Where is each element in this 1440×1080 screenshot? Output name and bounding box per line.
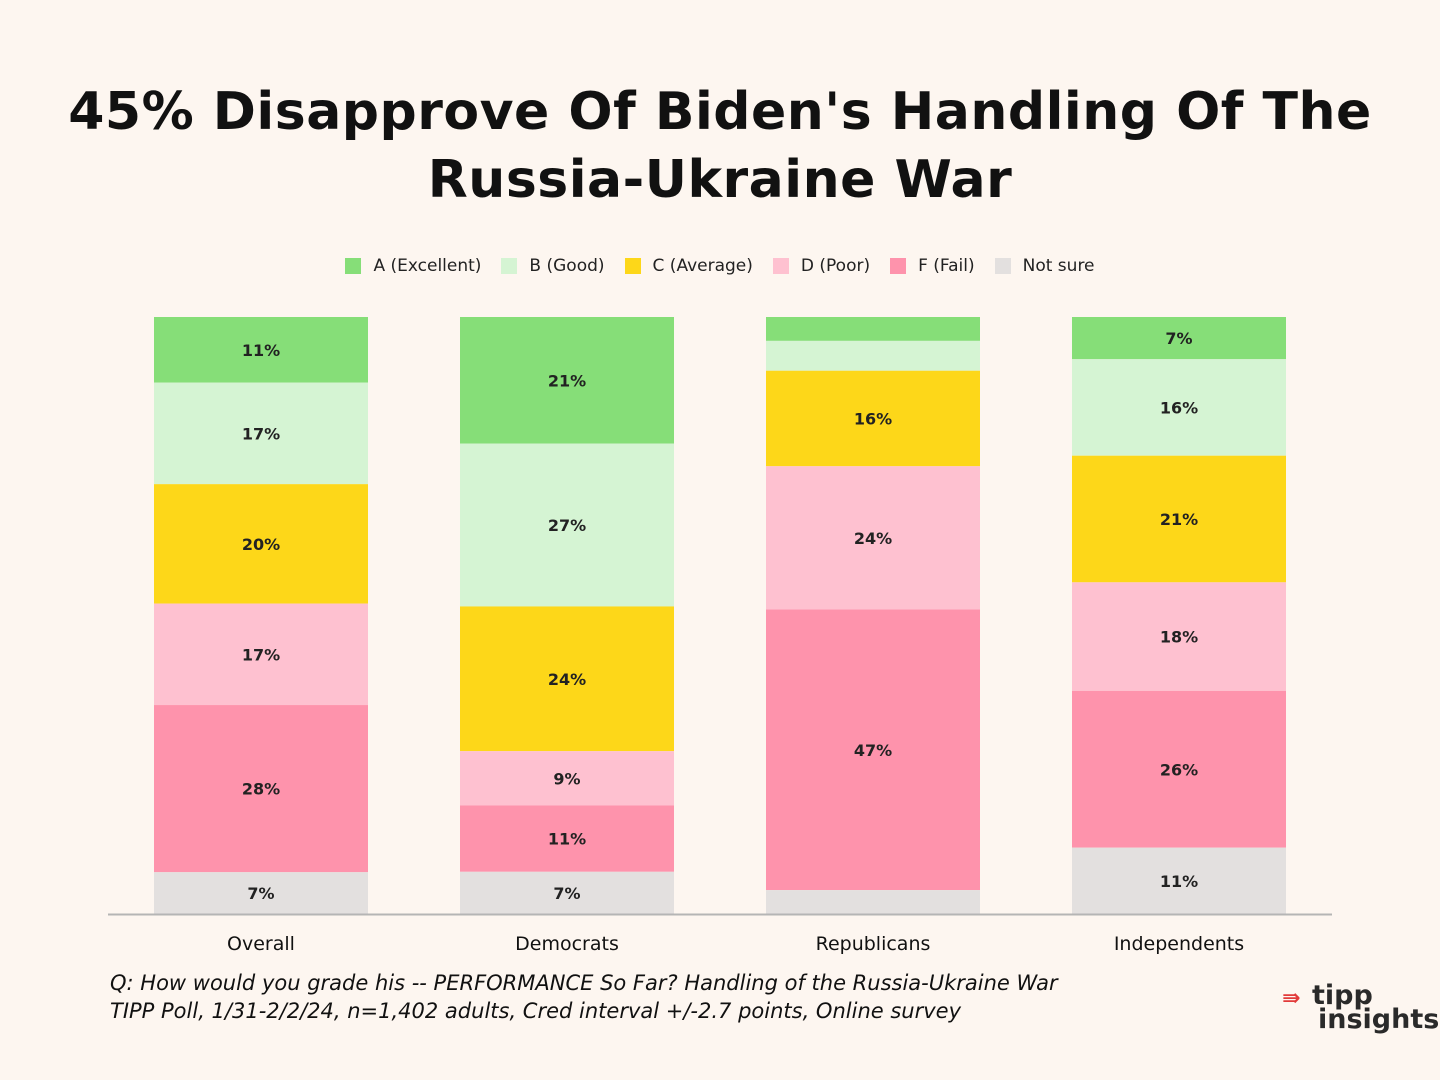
- bar-segment-3-1: [1072, 359, 1286, 456]
- bar-segment-3-0: [1072, 317, 1286, 360]
- bar-segment-3-3: [1072, 582, 1286, 691]
- data-label-3-3: 18%: [1160, 628, 1198, 647]
- legend-item-5: Not sure: [994, 256, 1095, 276]
- bar-segment-3-4: [1072, 690, 1286, 848]
- legend-label-3: D (Poor): [800, 256, 871, 276]
- bar-segment-0-3: [154, 603, 368, 706]
- bar-segment-0-5: [154, 872, 368, 914]
- legend-item-4: F (Fail): [890, 256, 975, 276]
- data-label-0-2: 20%: [242, 535, 280, 554]
- bar-segment-1-0: [460, 317, 674, 444]
- data-label-1-1: 27%: [548, 516, 586, 535]
- data-label-3-4: 26%: [1160, 760, 1198, 779]
- data-label-2-2: 16%: [854, 409, 892, 428]
- data-label-1-4: 11%: [548, 830, 586, 849]
- data-label-0-0: 11%: [242, 341, 280, 360]
- chart-title-line-1: 45% Disapprove Of Biden's Handling Of Th…: [68, 82, 1372, 142]
- data-label-3-5: 11%: [1160, 872, 1198, 891]
- category-label-2: Republicans: [816, 933, 931, 955]
- data-label-0-5: 7%: [247, 884, 274, 903]
- legend-label-5: Not sure: [1022, 256, 1095, 276]
- data-label-0-3: 17%: [242, 645, 280, 664]
- legend-swatch-4: [890, 258, 907, 274]
- legend-item-3: D (Poor): [772, 256, 871, 276]
- data-label-1-0: 21%: [548, 371, 586, 390]
- bar-segment-2-1: [766, 340, 980, 371]
- bar-segment-0-4: [154, 705, 368, 873]
- legend-swatch-5: [994, 258, 1011, 274]
- footnote-source: TIPP Poll, 1/31-2/2/24, n=1,402 adults, …: [110, 999, 962, 1023]
- bar-segment-2-2: [766, 370, 980, 467]
- data-label-3-0: 7%: [1165, 329, 1192, 348]
- data-label-1-2: 24%: [548, 670, 586, 689]
- bar-segment-1-5: [460, 871, 674, 914]
- logo-wordmark-top: tipp: [1312, 980, 1373, 1011]
- chart-title-line-2: Russia-Ukraine War: [427, 150, 1013, 210]
- legend-swatch-0: [345, 258, 362, 274]
- bar-segment-1-1: [460, 443, 674, 607]
- legend-item-0: A (Excellent): [345, 256, 481, 276]
- bar-segment-0-2: [154, 484, 368, 604]
- bar-segment-1-3: [460, 751, 674, 806]
- footnote-question: Q: How would you grade his -- PERFORMANC…: [110, 971, 1058, 995]
- bar-segment-1-4: [460, 805, 674, 872]
- bar-segment-3-2: [1072, 455, 1286, 583]
- data-label-2-3: 24%: [854, 529, 892, 548]
- bar-segment-2-0: [766, 317, 980, 341]
- bar-segment-0-1: [154, 382, 368, 485]
- chart-legend: A (Excellent) B (Good) C (Average) D (Poor)…: [0, 256, 1440, 276]
- category-label-0: Overall: [227, 933, 295, 955]
- bar-segment-2-5: [766, 890, 980, 914]
- data-label-1-3: 9%: [553, 769, 580, 788]
- data-label-0-4: 28%: [242, 780, 280, 799]
- legend-item-1: B (Good): [501, 256, 605, 276]
- data-label-3-1: 16%: [1160, 398, 1198, 417]
- legend-swatch-1: [501, 258, 518, 274]
- logo-arrow-icon: ⇛: [1282, 986, 1301, 1011]
- logo-wordmark-bottom: insights: [1318, 1004, 1440, 1035]
- tipp-insights-logo: ⇛ tipp insights: [1282, 980, 1439, 1040]
- bar-segment-0-0: [154, 317, 368, 383]
- data-label-3-2: 21%: [1160, 510, 1198, 529]
- legend-swatch-2: [624, 258, 641, 274]
- legend-item-2: C (Average): [624, 256, 753, 276]
- bar-segment-2-3: [766, 466, 980, 610]
- legend-label-4: F (Fail): [918, 256, 975, 276]
- data-label-1-5: 7%: [553, 884, 580, 903]
- category-label-1: Democrats: [515, 933, 619, 955]
- legend-label-2: C (Average): [652, 256, 753, 276]
- bar-segment-1-2: [460, 606, 674, 752]
- legend-label-1: B (Good): [529, 256, 605, 276]
- data-label-2-4: 47%: [854, 741, 892, 760]
- bar-segment-2-4: [766, 609, 980, 891]
- category-label-3: Independents: [1114, 933, 1244, 955]
- legend-swatch-3: [772, 258, 789, 274]
- data-label-0-1: 17%: [242, 424, 280, 443]
- legend-label-0: A (Excellent): [373, 256, 482, 276]
- bar-segment-3-5: [1072, 847, 1286, 914]
